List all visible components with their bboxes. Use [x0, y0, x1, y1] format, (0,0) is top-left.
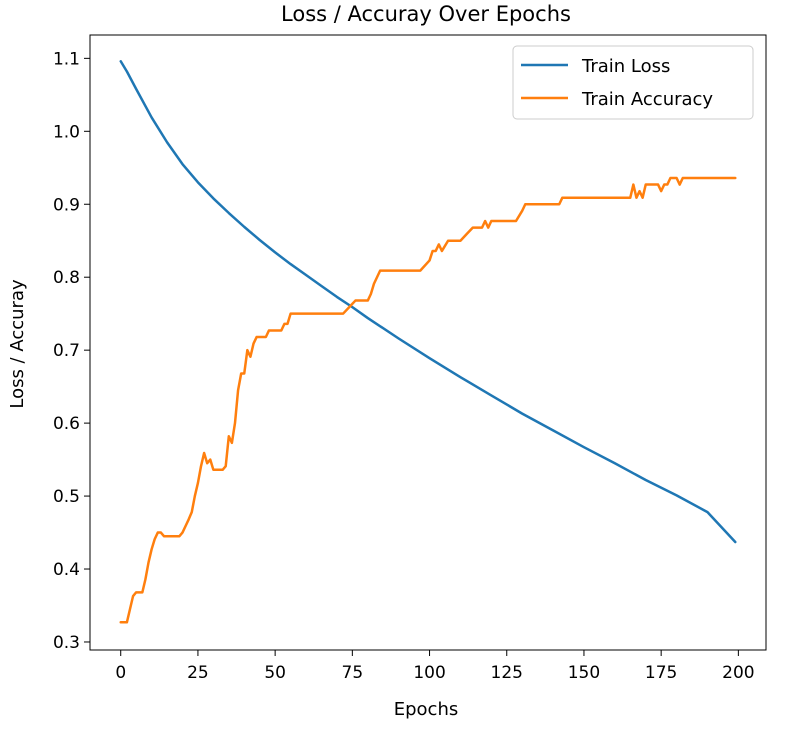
legend-label-train-accuracy: Train Accuracy — [581, 89, 713, 110]
legend-label-train-loss: Train Loss — [581, 56, 670, 77]
x-tick-label: 200 — [722, 663, 754, 683]
y-tick-label: 1.1 — [53, 49, 80, 69]
x-tick-label: 125 — [491, 663, 523, 683]
series-layer — [119, 60, 737, 624]
y-axis-ticks: 0.3 0.4 0.5 0.6 0.7 0.8 0.9 1.0 1.1 — [53, 49, 90, 653]
legend: Train Loss Train Accuracy — [512, 45, 754, 120]
y-tick-label: 0.8 — [53, 268, 80, 288]
x-axis-title: Epochs — [394, 699, 459, 720]
x-axis-ticks: 0 25 50 75 100 125 150 175 200 — [115, 650, 755, 683]
x-tick-label: 100 — [413, 663, 445, 683]
y-tick-label: 0.4 — [53, 560, 80, 580]
y-tick-label: 0.9 — [53, 195, 80, 215]
x-tick-label: 150 — [568, 663, 600, 683]
series-line-train-loss — [119, 60, 737, 544]
y-axis-title: Loss / Accuray — [7, 279, 28, 409]
chart-title: Loss / Accuray Over Epochs — [281, 2, 571, 26]
y-tick-label: 0.3 — [53, 633, 80, 653]
y-tick-label: 1.0 — [53, 122, 80, 142]
y-tick-label: 0.6 — [53, 414, 80, 434]
plot-area-frame — [89, 34, 767, 651]
x-tick-label: 50 — [264, 663, 286, 683]
legend-box — [512, 45, 754, 120]
x-tick-label: 75 — [342, 663, 364, 683]
y-tick-label: 0.5 — [53, 487, 80, 507]
x-tick-label: 0 — [115, 663, 126, 683]
y-tick-label: 0.7 — [53, 341, 80, 361]
x-tick-label: 175 — [645, 663, 677, 683]
x-tick-label: 25 — [187, 663, 209, 683]
series-line-train-accuracy — [119, 176, 737, 624]
